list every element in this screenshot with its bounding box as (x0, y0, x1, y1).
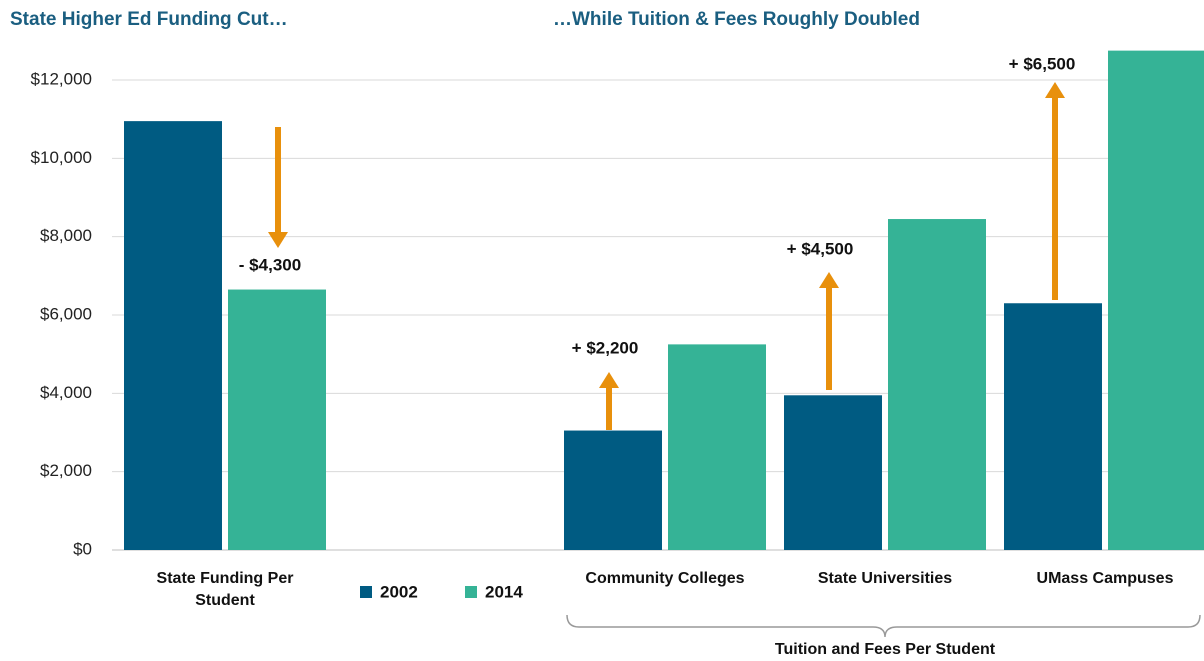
annotation: - $4,300 (239, 255, 301, 274)
chart-title: State Higher Ed Funding Cut… (10, 9, 288, 30)
y-tick-label: $0 (73, 539, 92, 558)
group-brace (566, 614, 1201, 638)
y-tick-label: $10,000 (31, 148, 92, 167)
arrow-head (1045, 82, 1065, 98)
legend-label: 2002 (380, 582, 418, 601)
annotation: + $6,500 (1009, 54, 1076, 73)
bar (784, 395, 882, 550)
bar (668, 344, 766, 550)
x-tick-label: UMass Campuses (1036, 570, 1174, 587)
arrow-head (268, 232, 288, 248)
bar (888, 219, 986, 550)
legend-swatch (465, 586, 477, 598)
x-tick-label: State Universities (817, 570, 953, 587)
y-tick-label: $8,000 (40, 226, 92, 245)
x-tick-label: Community Colleges (585, 570, 745, 587)
bar (124, 121, 222, 550)
bar (564, 430, 662, 550)
bar (1108, 50, 1204, 550)
group-label: Tuition and Fees Per Student (775, 641, 996, 658)
legend-swatch (360, 586, 372, 598)
y-tick-label: $4,000 (40, 383, 92, 402)
arrow-head (819, 272, 839, 288)
arrow-head (599, 372, 619, 388)
chart-subtitle: …While Tuition & Fees Roughly Doubled (553, 9, 920, 30)
annotation: + $4,500 (787, 239, 854, 258)
bar (1004, 303, 1102, 550)
y-tick-label: $2,000 (40, 461, 92, 480)
y-tick-label: $12,000 (31, 69, 92, 88)
legend-label: 2014 (485, 582, 523, 601)
annotation: + $2,200 (572, 338, 639, 357)
y-tick-label: $6,000 (40, 304, 92, 323)
x-tick-label: State Funding Per Student (156, 570, 294, 609)
bar (228, 289, 326, 550)
